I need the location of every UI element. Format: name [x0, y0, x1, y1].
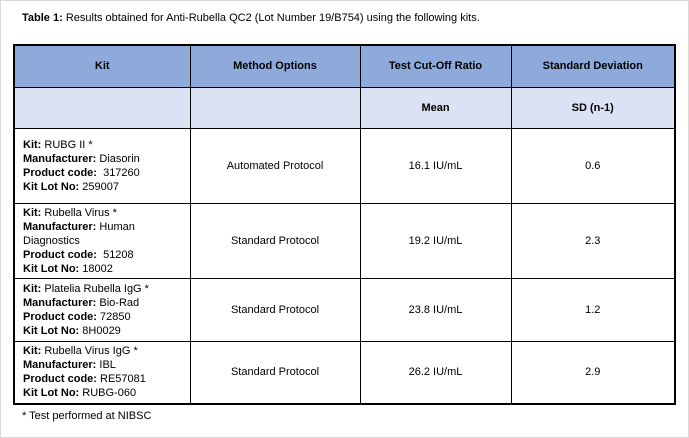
- table-caption: Table 1: Results obtained for Anti-Rubel…: [22, 11, 480, 25]
- table-row: Kit: Platelia Rubella IgG * Manufacturer…: [13, 277, 676, 342]
- manufacturer-value: Bio-Rad: [99, 296, 140, 309]
- manufacturer-line: Manufacturer: Bio-Rad: [23, 296, 184, 310]
- product-code-label: Product code:: [23, 248, 97, 261]
- mean-cell: 26.2 IU/mL: [359, 340, 512, 405]
- table-body: Kit: RUBG II * Manufacturer: Diasorin Pr…: [13, 127, 676, 405]
- table-caption-label: Table 1:: [22, 12, 63, 24]
- product-code-value: RE57081: [100, 373, 146, 386]
- product-code-value: 51208: [100, 248, 134, 261]
- kit-lot-value: 18002: [82, 262, 113, 275]
- kit-name-line: Kit: Rubella Virus *: [23, 206, 184, 220]
- manufacturer-value: Human Diagnostics: [23, 220, 138, 247]
- table-row: Kit: Rubella Virus IgG * Manufacturer: I…: [13, 340, 676, 405]
- subheader-sd-n-1: SD (n-1): [510, 86, 676, 129]
- method-cell: Standard Protocol: [189, 340, 361, 405]
- kit-lot-label: Kit Lot No:: [23, 324, 80, 337]
- col-header-kit: Kit: [13, 44, 191, 88]
- table-head: Kit Method Options Test Cut-Off Ratio St…: [13, 44, 676, 129]
- manufacturer-value: Diasorin: [99, 152, 140, 165]
- manufacturer-label: Manufacturer:: [23, 220, 97, 233]
- subheader-kit-empty: [13, 86, 191, 129]
- kit-name-line: Kit: Platelia Rubella IgG *: [23, 282, 184, 296]
- kit-label: Kit:: [23, 138, 42, 151]
- manufacturer-label: Manufacturer:: [23, 296, 97, 309]
- kit-name-line: Kit: RUBG II *: [23, 138, 184, 152]
- kit-lot-value: RUBG-060: [82, 387, 137, 400]
- table-row: Kit: RUBG II * Manufacturer: Diasorin Pr…: [13, 127, 676, 204]
- kit-cell: Kit: Rubella Virus * Manufacturer: Human…: [13, 202, 191, 279]
- product-code-value: 72850: [100, 310, 131, 323]
- manufacturer-line: Manufacturer: Diasorin: [23, 152, 184, 166]
- subheader-mean: Mean: [359, 86, 512, 129]
- product-code-label: Product code:: [23, 373, 97, 386]
- product-code-label: Product code:: [23, 310, 97, 323]
- kit-label: Kit:: [23, 345, 42, 358]
- kit-lot-line: Kit Lot No: 259007: [23, 180, 184, 194]
- header-row: Kit Method Options Test Cut-Off Ratio St…: [13, 44, 676, 88]
- product-code-line: Product code: RE57081: [23, 372, 184, 386]
- col-header-method-options: Method Options: [189, 44, 361, 88]
- footnote: * Test performed at NIBSC: [22, 410, 152, 422]
- manufacturer-line: Manufacturer: IBL: [23, 358, 184, 372]
- kit-value: Rubella Virus IgG *: [44, 345, 138, 358]
- method-cell: Automated Protocol: [189, 127, 361, 204]
- mean-cell: 16.1 IU/mL: [359, 127, 512, 204]
- method-cell: Standard Protocol: [189, 202, 361, 279]
- sd-cell: 2.9: [510, 340, 676, 405]
- kit-name-line: Kit: Rubella Virus IgG *: [23, 344, 184, 358]
- kit-cell: Kit: Rubella Virus IgG * Manufacturer: I…: [13, 340, 191, 405]
- mean-cell: 19.2 IU/mL: [359, 202, 512, 279]
- col-header-standard-deviation: Standard Deviation: [510, 44, 676, 88]
- kit-label: Kit:: [23, 282, 42, 295]
- subheader-method-empty: [189, 86, 361, 129]
- product-code-label: Product code:: [23, 166, 97, 179]
- method-cell: Standard Protocol: [189, 277, 361, 342]
- manufacturer-label: Manufacturer:: [23, 359, 97, 372]
- sd-cell: 0.6: [510, 127, 676, 204]
- kit-lot-label: Kit Lot No:: [23, 262, 80, 275]
- kit-cell: Kit: Platelia Rubella IgG * Manufacturer…: [13, 277, 191, 342]
- kit-lot-line: Kit Lot No: 18002: [23, 262, 184, 276]
- mean-cell: 23.8 IU/mL: [359, 277, 512, 342]
- kit-value: Platelia Rubella IgG *: [44, 282, 149, 295]
- kit-lot-label: Kit Lot No:: [23, 387, 80, 400]
- kit-lot-value: 259007: [82, 180, 119, 193]
- table-row: Kit: Rubella Virus * Manufacturer: Human…: [13, 202, 676, 279]
- kit-lot-label: Kit Lot No:: [23, 180, 80, 193]
- kit-lot-line: Kit Lot No: RUBG-060: [23, 386, 184, 400]
- manufacturer-line: Manufacturer: Human Diagnostics: [23, 220, 184, 248]
- table-caption-text: Results obtained for Anti-Rubella QC2 (L…: [62, 12, 480, 24]
- kit-value: Rubella Virus *: [44, 206, 117, 219]
- sd-cell: 1.2: [510, 277, 676, 342]
- product-code-line: Product code: 317260: [23, 166, 184, 180]
- col-header-test-cutoff-ratio: Test Cut-Off Ratio: [359, 44, 512, 88]
- product-code-line: Product code: 72850: [23, 310, 184, 324]
- kit-cell: Kit: RUBG II * Manufacturer: Diasorin Pr…: [13, 127, 191, 204]
- kit-lot-value: 8H0029: [82, 324, 121, 337]
- product-code-line: Product code: 51208: [23, 248, 184, 262]
- kit-lot-line: Kit Lot No: 8H0029: [23, 324, 184, 338]
- manufacturer-value: IBL: [99, 359, 116, 372]
- manufacturer-label: Manufacturer:: [23, 152, 97, 165]
- kit-label: Kit:: [23, 206, 42, 219]
- results-table: Kit Method Options Test Cut-Off Ratio St…: [13, 44, 676, 405]
- product-code-value: 317260: [100, 166, 140, 179]
- kit-value: RUBG II *: [44, 138, 93, 151]
- subheader-row: Mean SD (n-1): [13, 86, 676, 129]
- sd-cell: 2.3: [510, 202, 676, 279]
